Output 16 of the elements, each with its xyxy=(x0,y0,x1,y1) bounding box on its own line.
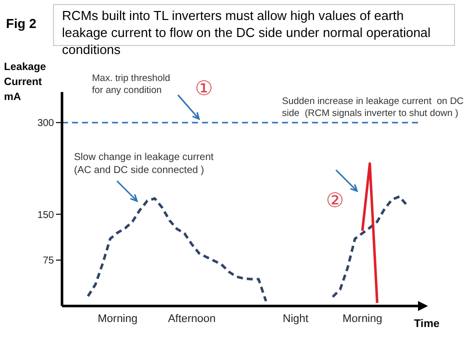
y-tick-label: 75 xyxy=(42,256,54,267)
annotation: Max. trip threshold for any condition xyxy=(92,73,170,98)
annotation: Sudden increase in leakage current on DC side (RCM signals inverter to shut down ) xyxy=(282,96,464,121)
chart-title: RCMs built into TL inverters must allow high values of earth leakage current to flow on the DC side under normal operational conditions xyxy=(61,7,432,57)
annotation: ② xyxy=(326,189,344,214)
y-tick-label: 150 xyxy=(37,210,54,221)
x-tick-label: Morning xyxy=(98,312,138,325)
y-tick-label: 300 xyxy=(37,118,54,130)
x-tick-label: Morning xyxy=(342,312,382,325)
x-tick-label: Afternoon xyxy=(168,312,216,325)
annotation: Slow change in leakage current (AC and DC side connected ) xyxy=(74,151,214,177)
x-axis-title: Time xyxy=(414,318,440,330)
y-axis-title: Leakage Current mA xyxy=(4,60,46,106)
annotation: ① xyxy=(195,77,213,102)
x-tick-label: Night xyxy=(282,312,308,325)
chart-subtitle: Fig 2 xyxy=(6,16,36,31)
